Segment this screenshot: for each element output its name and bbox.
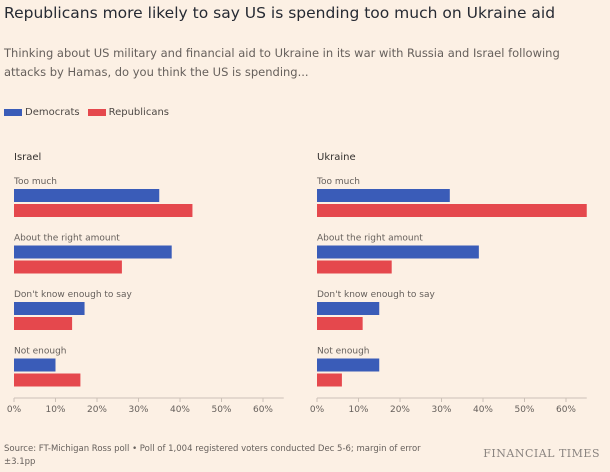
tick-label: 50%	[211, 405, 231, 415]
category-label: About the right amount	[317, 234, 423, 244]
panel-title: Ukraine	[317, 152, 356, 163]
tick-label: 50%	[514, 405, 534, 415]
category-label: Don't know enough to say	[14, 290, 132, 300]
bar-republicans	[14, 260, 122, 274]
legend-label-republicans: Republicans	[108, 107, 170, 118]
bar-democrats	[14, 358, 56, 372]
ft-logo: FINANCIAL TIMES	[483, 447, 600, 460]
bar-democrats	[317, 358, 380, 372]
tick-label: 40%	[473, 405, 493, 415]
tick-label: 40%	[170, 405, 190, 415]
tick-label: 10%	[348, 405, 368, 415]
tick-label: 0%	[310, 405, 325, 415]
tick-label: 60%	[253, 405, 273, 415]
bar-democrats	[317, 302, 380, 315]
chart-subtitle: Thinking about US military and financial…	[4, 46, 560, 79]
category-label: About the right amount	[14, 234, 120, 244]
category-label: Not enough	[317, 347, 370, 357]
legend-label-democrats: Democrats	[25, 107, 80, 118]
bar-democrats	[317, 245, 479, 259]
bar-republicans	[317, 317, 363, 330]
tick-label: 60%	[556, 405, 576, 415]
bar-republicans	[317, 373, 342, 387]
bar-democrats	[14, 302, 85, 315]
tick-label: 30%	[431, 405, 451, 415]
bar-republicans	[14, 317, 73, 330]
bar-democrats	[14, 189, 160, 202]
panel-title: Israel	[14, 152, 41, 163]
legend-swatch-republicans	[87, 109, 106, 116]
tick-label: 10%	[45, 405, 65, 415]
bar-republicans	[317, 260, 392, 274]
category-label: Too much	[316, 177, 360, 187]
bar-republicans	[317, 204, 587, 217]
source-note: Source: FT-Michigan Ross poll • Poll of …	[4, 444, 421, 467]
chart-title: Republicans more likely to say US is spe…	[4, 4, 556, 22]
tick-label: 20%	[390, 405, 410, 415]
bar-republicans	[14, 373, 81, 387]
tick-label: 0%	[7, 405, 22, 415]
category-label: Not enough	[14, 347, 67, 357]
tick-label: 30%	[128, 405, 148, 415]
category-label: Too much	[13, 177, 57, 187]
legend: Democrats Republicans	[4, 107, 169, 118]
bar-republicans	[14, 204, 193, 217]
tick-label: 20%	[87, 405, 107, 415]
bar-democrats	[14, 245, 172, 259]
legend-swatch-democrats	[4, 109, 22, 116]
bar-democrats	[317, 189, 450, 202]
category-label: Don't know enough to say	[317, 290, 435, 300]
